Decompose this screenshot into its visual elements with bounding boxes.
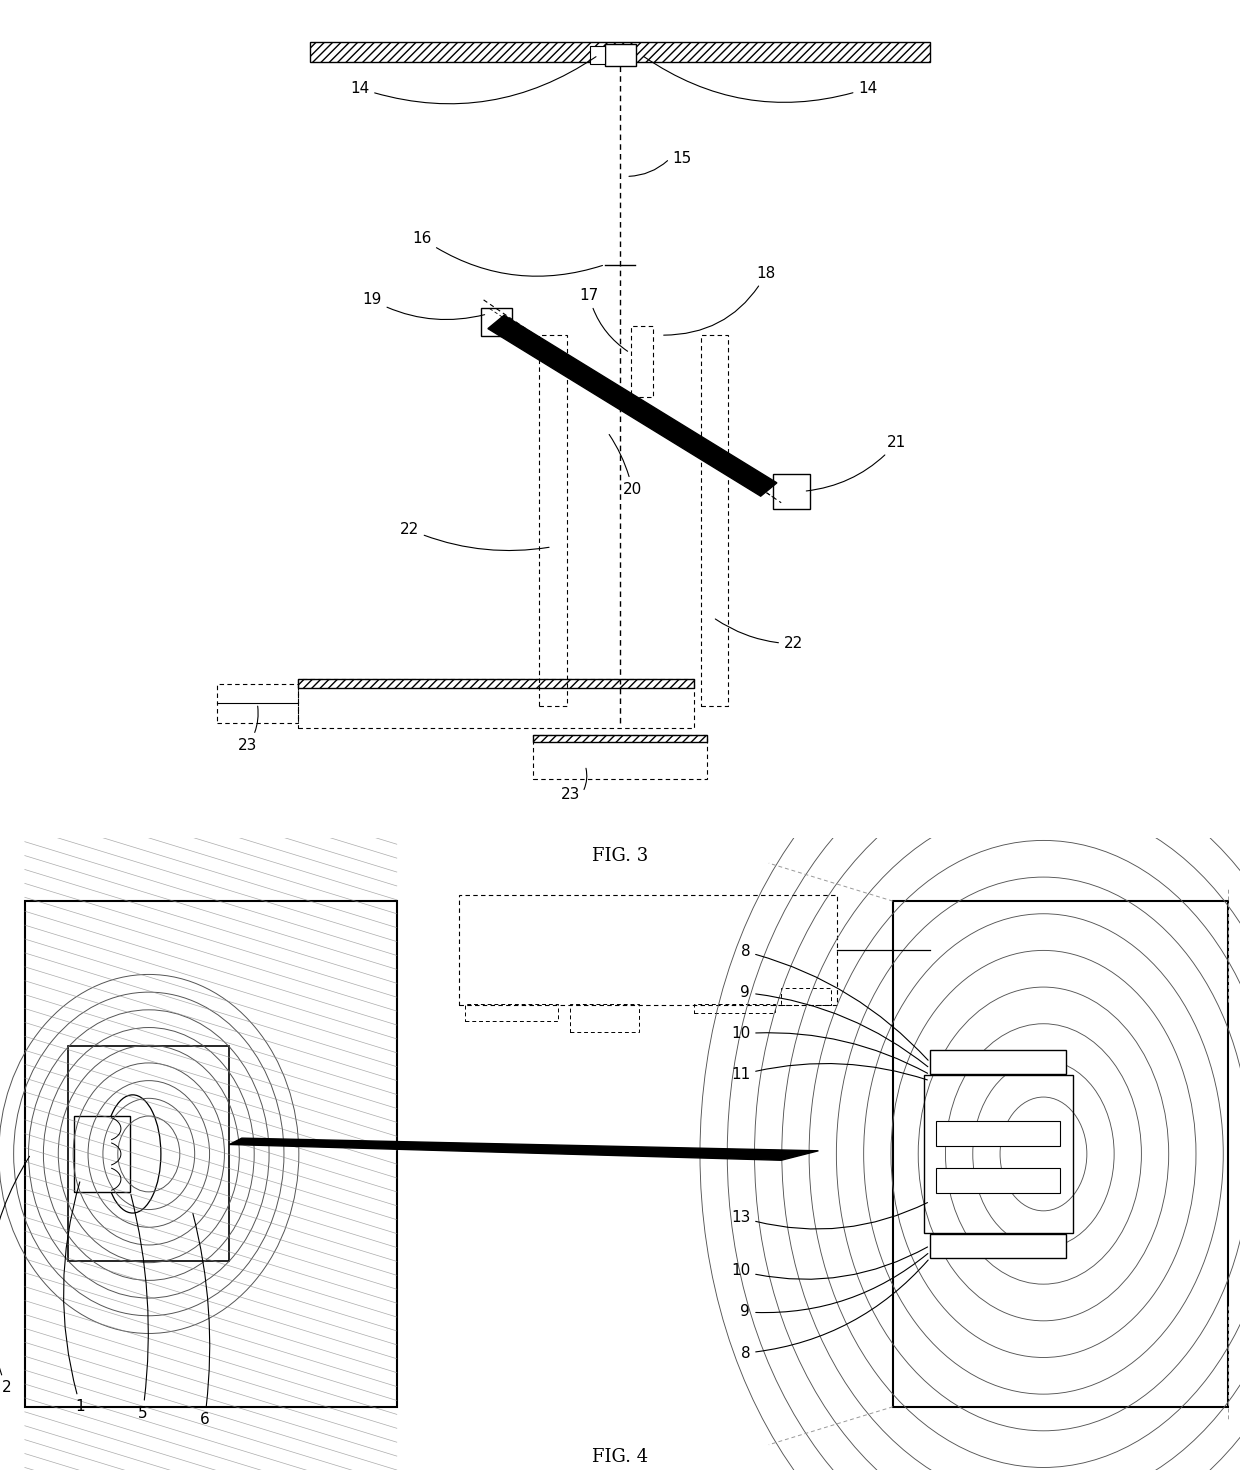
Bar [773, 473, 810, 509]
Bar [481, 307, 512, 337]
Bar [217, 684, 298, 723]
Text: 10: 10 [730, 1247, 928, 1279]
Bar [539, 335, 567, 706]
Text: FIG. 3: FIG. 3 [591, 847, 649, 864]
Bar [25, 901, 397, 1407]
Text: 14: 14 [644, 57, 878, 103]
Text: 13: 13 [730, 1202, 928, 1229]
Bar [936, 1169, 1060, 1194]
Text: 8: 8 [740, 944, 928, 1060]
Text: 16: 16 [412, 231, 603, 276]
Bar [930, 1050, 1066, 1073]
Text: 22: 22 [399, 522, 549, 551]
Text: 14: 14 [350, 57, 596, 104]
Text: 2: 2 [0, 1157, 30, 1395]
Text: 8: 8 [740, 1260, 929, 1361]
Text: 23: 23 [560, 786, 580, 803]
Text: 11: 11 [730, 1063, 928, 1082]
Bar [74, 1116, 130, 1192]
Bar [459, 895, 837, 1005]
Bar [701, 335, 728, 706]
Text: 18: 18 [663, 266, 776, 335]
Bar [310, 43, 930, 62]
Bar [936, 1120, 1060, 1147]
Bar [893, 901, 1228, 1407]
Bar [533, 735, 707, 742]
Text: 9: 9 [740, 1254, 928, 1320]
Bar [298, 679, 694, 688]
Text: 6: 6 [193, 1214, 210, 1427]
Text: 17: 17 [579, 288, 627, 351]
Bar [465, 1004, 558, 1022]
Text: 22: 22 [715, 619, 804, 651]
Polygon shape [487, 315, 777, 497]
Polygon shape [229, 1138, 818, 1160]
Text: FIG. 4: FIG. 4 [591, 1448, 649, 1467]
Text: 20: 20 [609, 435, 642, 497]
Text: 21: 21 [806, 435, 906, 491]
Bar [631, 326, 653, 397]
Text: 19: 19 [362, 293, 485, 319]
Bar [570, 1004, 639, 1032]
Bar [694, 1004, 775, 1013]
Text: 5: 5 [131, 1195, 149, 1420]
Text: 15: 15 [672, 151, 692, 166]
Bar [781, 988, 831, 1005]
Text: 10: 10 [730, 1026, 928, 1073]
Bar [930, 1235, 1066, 1258]
Text: 1: 1 [63, 1182, 86, 1414]
Bar [924, 1075, 1073, 1233]
Text: 23: 23 [238, 706, 258, 753]
Bar [533, 735, 707, 779]
Bar [68, 1047, 229, 1261]
Bar [605, 44, 635, 66]
Bar [590, 46, 605, 65]
Text: 9: 9 [740, 985, 928, 1067]
Bar [298, 679, 694, 728]
